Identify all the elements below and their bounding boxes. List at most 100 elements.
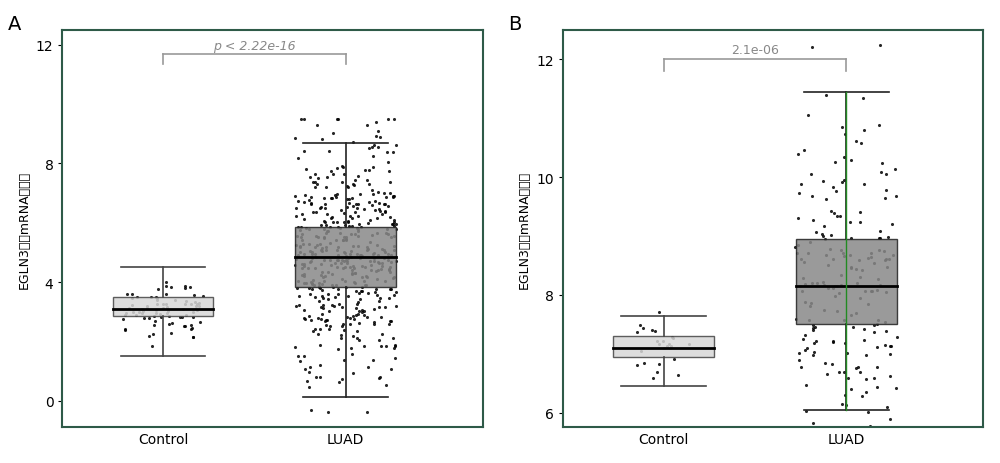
Point [376,255,392,263]
Point [383,318,399,325]
Point [296,216,312,224]
Point [330,244,346,251]
Point [345,139,361,146]
Point [352,252,368,260]
Point [298,280,314,287]
Point [800,112,816,119]
Point [790,215,806,222]
Point [343,231,359,238]
Point [843,235,859,242]
Point [117,312,133,319]
Point [350,310,366,318]
Point [330,116,346,124]
Point [373,342,389,350]
Point [313,304,329,311]
Point [347,269,363,277]
Point [315,301,331,309]
Point [135,308,151,315]
Point [337,250,353,257]
Point [376,247,392,255]
Point [341,223,357,230]
Point [825,256,841,263]
Point [288,205,304,213]
Point [334,163,350,170]
Point [347,270,363,277]
Point [803,300,819,307]
Point [382,269,398,276]
Point [365,191,381,199]
Point [377,200,393,208]
Point [144,343,160,350]
Point [343,254,359,262]
Point [381,321,397,328]
Point [185,333,201,341]
Point [325,219,341,226]
Point [361,199,377,206]
Point [814,231,830,238]
Point [792,282,808,290]
Point [385,275,401,282]
Point [800,250,816,257]
Point [380,159,396,167]
Point [825,337,841,344]
Point [359,274,375,282]
Point [152,311,168,319]
Point [303,279,319,286]
Point [343,344,359,352]
Point [852,369,868,376]
Point [290,277,306,285]
Point [115,316,131,323]
Point [335,264,351,272]
Point [359,247,375,255]
Point [311,284,327,291]
Point [307,184,323,192]
Bar [113,297,213,317]
Point [663,343,679,350]
Point [364,144,380,151]
Point [350,213,366,220]
Point [353,288,369,295]
Point [363,267,379,275]
Point [329,164,345,172]
Point [290,156,306,163]
Point [344,223,360,231]
Point [835,250,851,257]
Point [655,338,671,345]
Point [292,358,308,365]
Point [321,326,337,333]
Point [371,375,387,382]
Point [348,312,364,319]
Point [184,325,200,332]
Point [339,183,355,190]
Point [293,116,309,124]
Point [804,280,820,288]
Y-axis label: EGLN3基因mRNA表达量: EGLN3基因mRNA表达量 [518,170,531,288]
Point [383,285,399,293]
Point [386,243,402,250]
Point [370,267,386,274]
Point [332,225,348,232]
Point [178,298,194,305]
Point [307,171,323,179]
Point [312,325,328,333]
Point [361,145,377,153]
Point [874,160,890,167]
Point [307,264,323,272]
Point [117,326,133,334]
Point [315,295,331,302]
Point [878,328,894,335]
Point [635,324,651,332]
Point [869,363,885,370]
Point [367,207,383,215]
Point [124,295,140,302]
Point [877,318,893,325]
Point [345,181,361,188]
Point [350,173,366,181]
Point [334,257,350,264]
Point [311,280,327,288]
Point [378,382,394,389]
Point [803,436,819,443]
Point [385,194,401,201]
Point [316,278,332,285]
Point [869,384,885,391]
